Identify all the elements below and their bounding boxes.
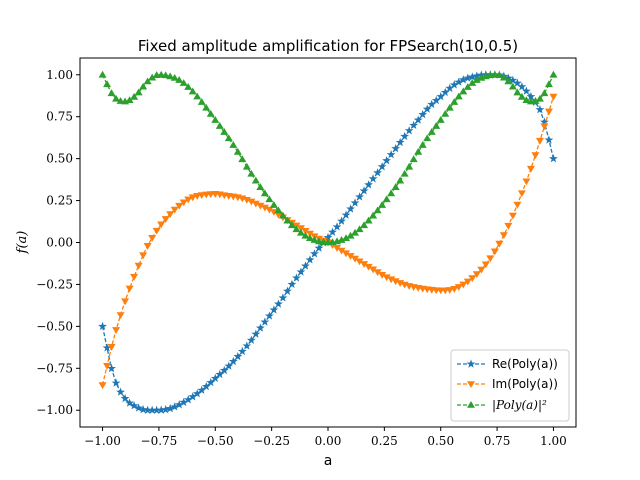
data-point [111, 378, 121, 387]
x-tick-label: −0.25 [253, 434, 290, 448]
data-point [278, 293, 288, 302]
data-point [549, 154, 558, 163]
data-point [517, 190, 526, 198]
legend-label-im: Im(Poly(a)) [492, 377, 558, 391]
y-axis-label: f(a) [15, 231, 30, 255]
data-point [544, 108, 553, 116]
data-point [287, 279, 297, 289]
data-point [418, 141, 427, 148]
data-point [540, 89, 549, 97]
x-axis-label: a [324, 453, 333, 469]
legend-label-abs: |Poly(a)|² [492, 398, 547, 412]
data-point [549, 70, 558, 78]
data-point [247, 169, 256, 177]
data-point [400, 169, 409, 177]
data-point [522, 178, 531, 186]
y-axis: −1.00 −0.75 −0.50 −0.25 0.00 0.25 0.50 0.75 1.00 [36, 68, 80, 417]
data-point [256, 183, 265, 190]
legend-label-re: Re(Poly(a)) [492, 357, 558, 371]
data-point [535, 137, 544, 145]
data-point [130, 273, 139, 281]
data-point [544, 80, 553, 88]
data-point [233, 147, 242, 155]
data-point [409, 155, 418, 163]
data-point [405, 162, 414, 170]
data-point [540, 123, 549, 131]
series-layer [98, 70, 558, 414]
y-tick-label: 0.50 [46, 152, 73, 166]
data-point [134, 262, 143, 270]
data-point [436, 116, 445, 123]
data-point [116, 387, 125, 396]
data-point [490, 248, 499, 256]
data-point [238, 155, 247, 163]
data-point [283, 286, 292, 295]
x-axis: −1.00 −0.75 −0.50 −0.25 0.00 0.25 0.50 0.75 1.00 [84, 427, 567, 448]
series-0 [98, 70, 558, 414]
data-point [508, 212, 517, 220]
x-tick-label: 0.50 [427, 434, 454, 448]
data-point [251, 176, 260, 184]
data-point [535, 105, 545, 114]
data-point [139, 252, 148, 260]
x-tick-label: −0.50 [197, 434, 234, 448]
data-point [549, 93, 558, 101]
data-point [513, 201, 522, 209]
y-tick-label: 0.00 [46, 236, 73, 250]
x-tick-label: 1.00 [540, 434, 567, 448]
data-point [504, 222, 513, 230]
x-tick-label: −1.00 [84, 434, 121, 448]
data-point [98, 70, 107, 78]
data-point [544, 135, 554, 144]
x-tick-label: 0.75 [484, 434, 511, 448]
data-point [98, 382, 107, 390]
legend: Re(Poly(a)) Im(Poly(a)) |Poly(a)|² [450, 349, 570, 422]
data-point [396, 176, 405, 184]
legend-entry-abs: |Poly(a)|² [457, 398, 547, 412]
y-tick-label: −0.50 [36, 319, 73, 333]
legend-entry-im: Im(Poly(a)) [457, 377, 558, 391]
data-point [103, 80, 112, 88]
data-point [148, 234, 157, 242]
data-point [499, 232, 508, 240]
series-2 [98, 70, 558, 246]
y-tick-label: −0.25 [36, 277, 73, 291]
y-tick-label: 0.75 [46, 110, 73, 124]
data-point [107, 89, 116, 97]
data-point [215, 122, 224, 129]
data-point [220, 128, 229, 135]
chart-title: Fixed amplitude amplification for FPSear… [138, 37, 518, 55]
y-tick-label: −1.00 [36, 403, 73, 417]
legend-box [450, 349, 570, 422]
y-tick-label: 0.25 [46, 194, 73, 208]
y-tick-label: −0.75 [36, 361, 73, 375]
data-point [121, 298, 130, 306]
data-point [432, 122, 441, 129]
data-point [526, 165, 535, 173]
x-tick-label: 0.25 [371, 434, 398, 448]
x-tick-label: 0.00 [315, 434, 342, 448]
data-point [116, 312, 125, 319]
data-point [143, 243, 152, 250]
data-point [531, 152, 540, 160]
x-tick-label: −0.75 [141, 434, 178, 448]
data-point [382, 195, 391, 203]
data-point [125, 285, 134, 293]
data-point [152, 227, 161, 235]
data-point [112, 327, 121, 334]
legend-entry-re: Re(Poly(a)) [457, 357, 558, 371]
y-tick-label: 1.00 [46, 68, 73, 82]
data-point [495, 240, 504, 248]
data-point [414, 147, 423, 155]
data-point [242, 162, 251, 170]
